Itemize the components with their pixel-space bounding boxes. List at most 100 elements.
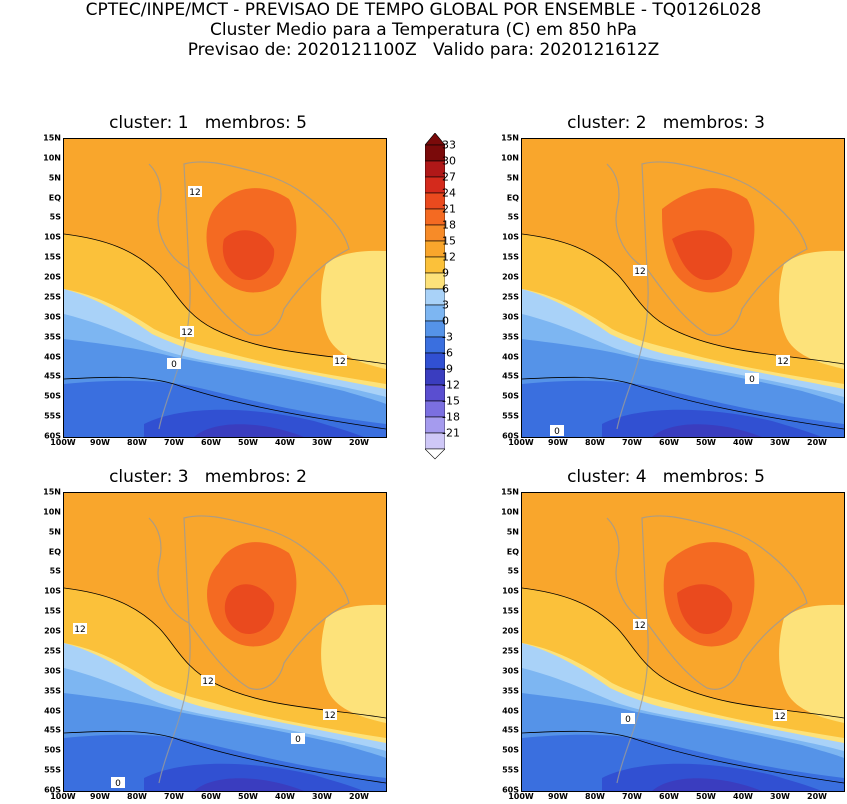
band-m9 [652, 778, 762, 791]
lat-tick-label: 25S [44, 292, 61, 302]
lat-tick-label: 25S [44, 646, 61, 656]
lon-tick-label: 70W [622, 438, 642, 447]
lat-tick-label: 10N [43, 153, 61, 163]
svg-text:0: 0 [749, 375, 755, 385]
header-line-3: Previsao de: 2020121100Z Valido para: 20… [187, 40, 660, 60]
svg-text:12: 12 [324, 711, 335, 721]
colorbar-level-label: -12 [442, 378, 460, 392]
contour-0 [64, 376, 386, 430]
band-m9 [194, 424, 304, 437]
lat-tick-label: 35S [44, 332, 61, 342]
lat-tick-label: 35S [502, 686, 519, 696]
lat-axis-4: 15N 10N 5N EQ 5S 10S 15S 20S 25S 30S 35S 40S 45S 50S 5… [481, 488, 521, 795]
lon-tick-label: 60W [659, 792, 679, 801]
lon-tick-label: 100W [508, 438, 534, 447]
coastline [148, 515, 350, 784]
contour-label: 0 [111, 777, 125, 789]
contour-12 [64, 587, 386, 719]
coastline [606, 515, 808, 784]
contour-label: 0 [291, 733, 305, 745]
lat-tick-label: 10N [501, 153, 519, 163]
colorbar-level-label: -9 [442, 362, 453, 376]
temperature-field-3: 12 12 12 0 0 [64, 493, 386, 791]
lat-tick-label: 15N [43, 487, 61, 497]
band-m6 [144, 409, 364, 437]
colorbar-level-label: -3 [442, 330, 453, 344]
lat-axis-1: 15N 10N 5N EQ 5S 10S 15S 20S 25S 30S 35S 40S 45S 50S 5… [23, 134, 63, 441]
lon-tick-label: 50W [696, 792, 716, 801]
lon-tick-label: 60W [201, 438, 221, 447]
coastline [606, 161, 808, 430]
lon-tick-label: 60W [659, 438, 679, 447]
lat-tick-label: 5N [48, 527, 61, 537]
colorbar-level-label: 33 [442, 138, 456, 152]
lat-tick-label: 35S [502, 332, 519, 342]
lat-tick-label: 20S [502, 272, 519, 282]
map-panel-3: 12 12 12 0 0 [63, 492, 387, 792]
header-line-2: Cluster Medio para a Temperatura (C) em … [210, 20, 637, 40]
lon-tick-label: 40W [275, 438, 295, 447]
lon-tick-label: 80W [127, 438, 147, 447]
lon-tick-label: 100W [50, 792, 76, 801]
panel-title-1: cluster: 1 membros: 5 [109, 113, 307, 133]
colorbar-level-label: 21 [442, 202, 456, 216]
lat-tick-label: 15S [502, 252, 519, 262]
temperature-field-4: 12 12 0 [522, 493, 844, 791]
lat-tick-label: 45S [502, 371, 519, 381]
contour-label: 12 [776, 355, 790, 367]
band-m9 [652, 424, 762, 437]
colorbar-level-label: -15 [442, 394, 460, 408]
lat-tick-label: 20S [502, 626, 519, 636]
lon-axis-2: 100W 90W 80W 70W 60W 50W 40W 30W 20W [508, 438, 843, 450]
lat-tick-label: EQ [506, 547, 519, 557]
svg-text:12: 12 [181, 328, 192, 338]
lat-tick-label: 50S [502, 391, 519, 401]
contour-0 [522, 730, 844, 784]
svg-text:12: 12 [634, 267, 645, 277]
panel-title-4: cluster: 4 membros: 5 [567, 467, 765, 487]
colorbar-level-label: 6 [442, 282, 449, 296]
svg-text:12: 12 [334, 357, 345, 367]
map-panel-4: 12 12 0 [521, 492, 845, 792]
lon-tick-label: 40W [733, 438, 753, 447]
band-m6 [602, 763, 822, 791]
lat-tick-label: EQ [48, 547, 61, 557]
band-9 [779, 604, 844, 723]
lon-tick-label: 30W [770, 438, 790, 447]
lat-tick-label: EQ [48, 193, 61, 203]
lon-tick-label: 30W [312, 792, 332, 801]
lon-tick-label: 60W [201, 792, 221, 801]
map-panel-1: 12 12 12 0 [63, 138, 387, 438]
contour-label: 0 [550, 425, 564, 437]
lon-tick-label: 80W [127, 792, 147, 801]
lat-tick-label: 30S [44, 312, 61, 322]
lat-tick-label: 50S [44, 391, 61, 401]
map-panel-2: 12 12 0 0 [521, 138, 845, 438]
lat-tick-label: 10N [43, 507, 61, 517]
colorbar-level-label: 27 [442, 170, 456, 184]
lat-tick-label: 40S [44, 352, 61, 362]
lat-tick-label: 50S [502, 745, 519, 755]
lon-tick-label: 80W [585, 792, 605, 801]
lat-tick-label: 15S [44, 252, 61, 262]
svg-text:0: 0 [295, 735, 301, 745]
colorbar-level-label: 18 [442, 218, 456, 232]
lat-tick-label: 55S [502, 411, 519, 421]
contour-label: 12 [333, 355, 347, 367]
svg-text:12: 12 [189, 188, 200, 198]
band-m6 [144, 763, 364, 791]
contour-12 [522, 587, 844, 719]
lon-tick-label: 50W [696, 438, 716, 447]
svg-text:0: 0 [115, 779, 121, 789]
lat-tick-label: 10S [502, 232, 519, 242]
lon-tick-label: 90W [90, 792, 110, 801]
lat-tick-label: 30S [44, 666, 61, 676]
lon-tick-label: 40W [275, 792, 295, 801]
core-24 [224, 584, 275, 634]
contour-12 [522, 233, 844, 365]
lon-axis-3: 100W 90W 80W 70W 60W 50W 40W 30W 20W [50, 792, 385, 804]
band-m9 [194, 778, 304, 791]
lat-tick-label: 40S [502, 352, 519, 362]
lat-tick-label: 10N [501, 507, 519, 517]
lat-tick-label: 60S [44, 785, 61, 795]
